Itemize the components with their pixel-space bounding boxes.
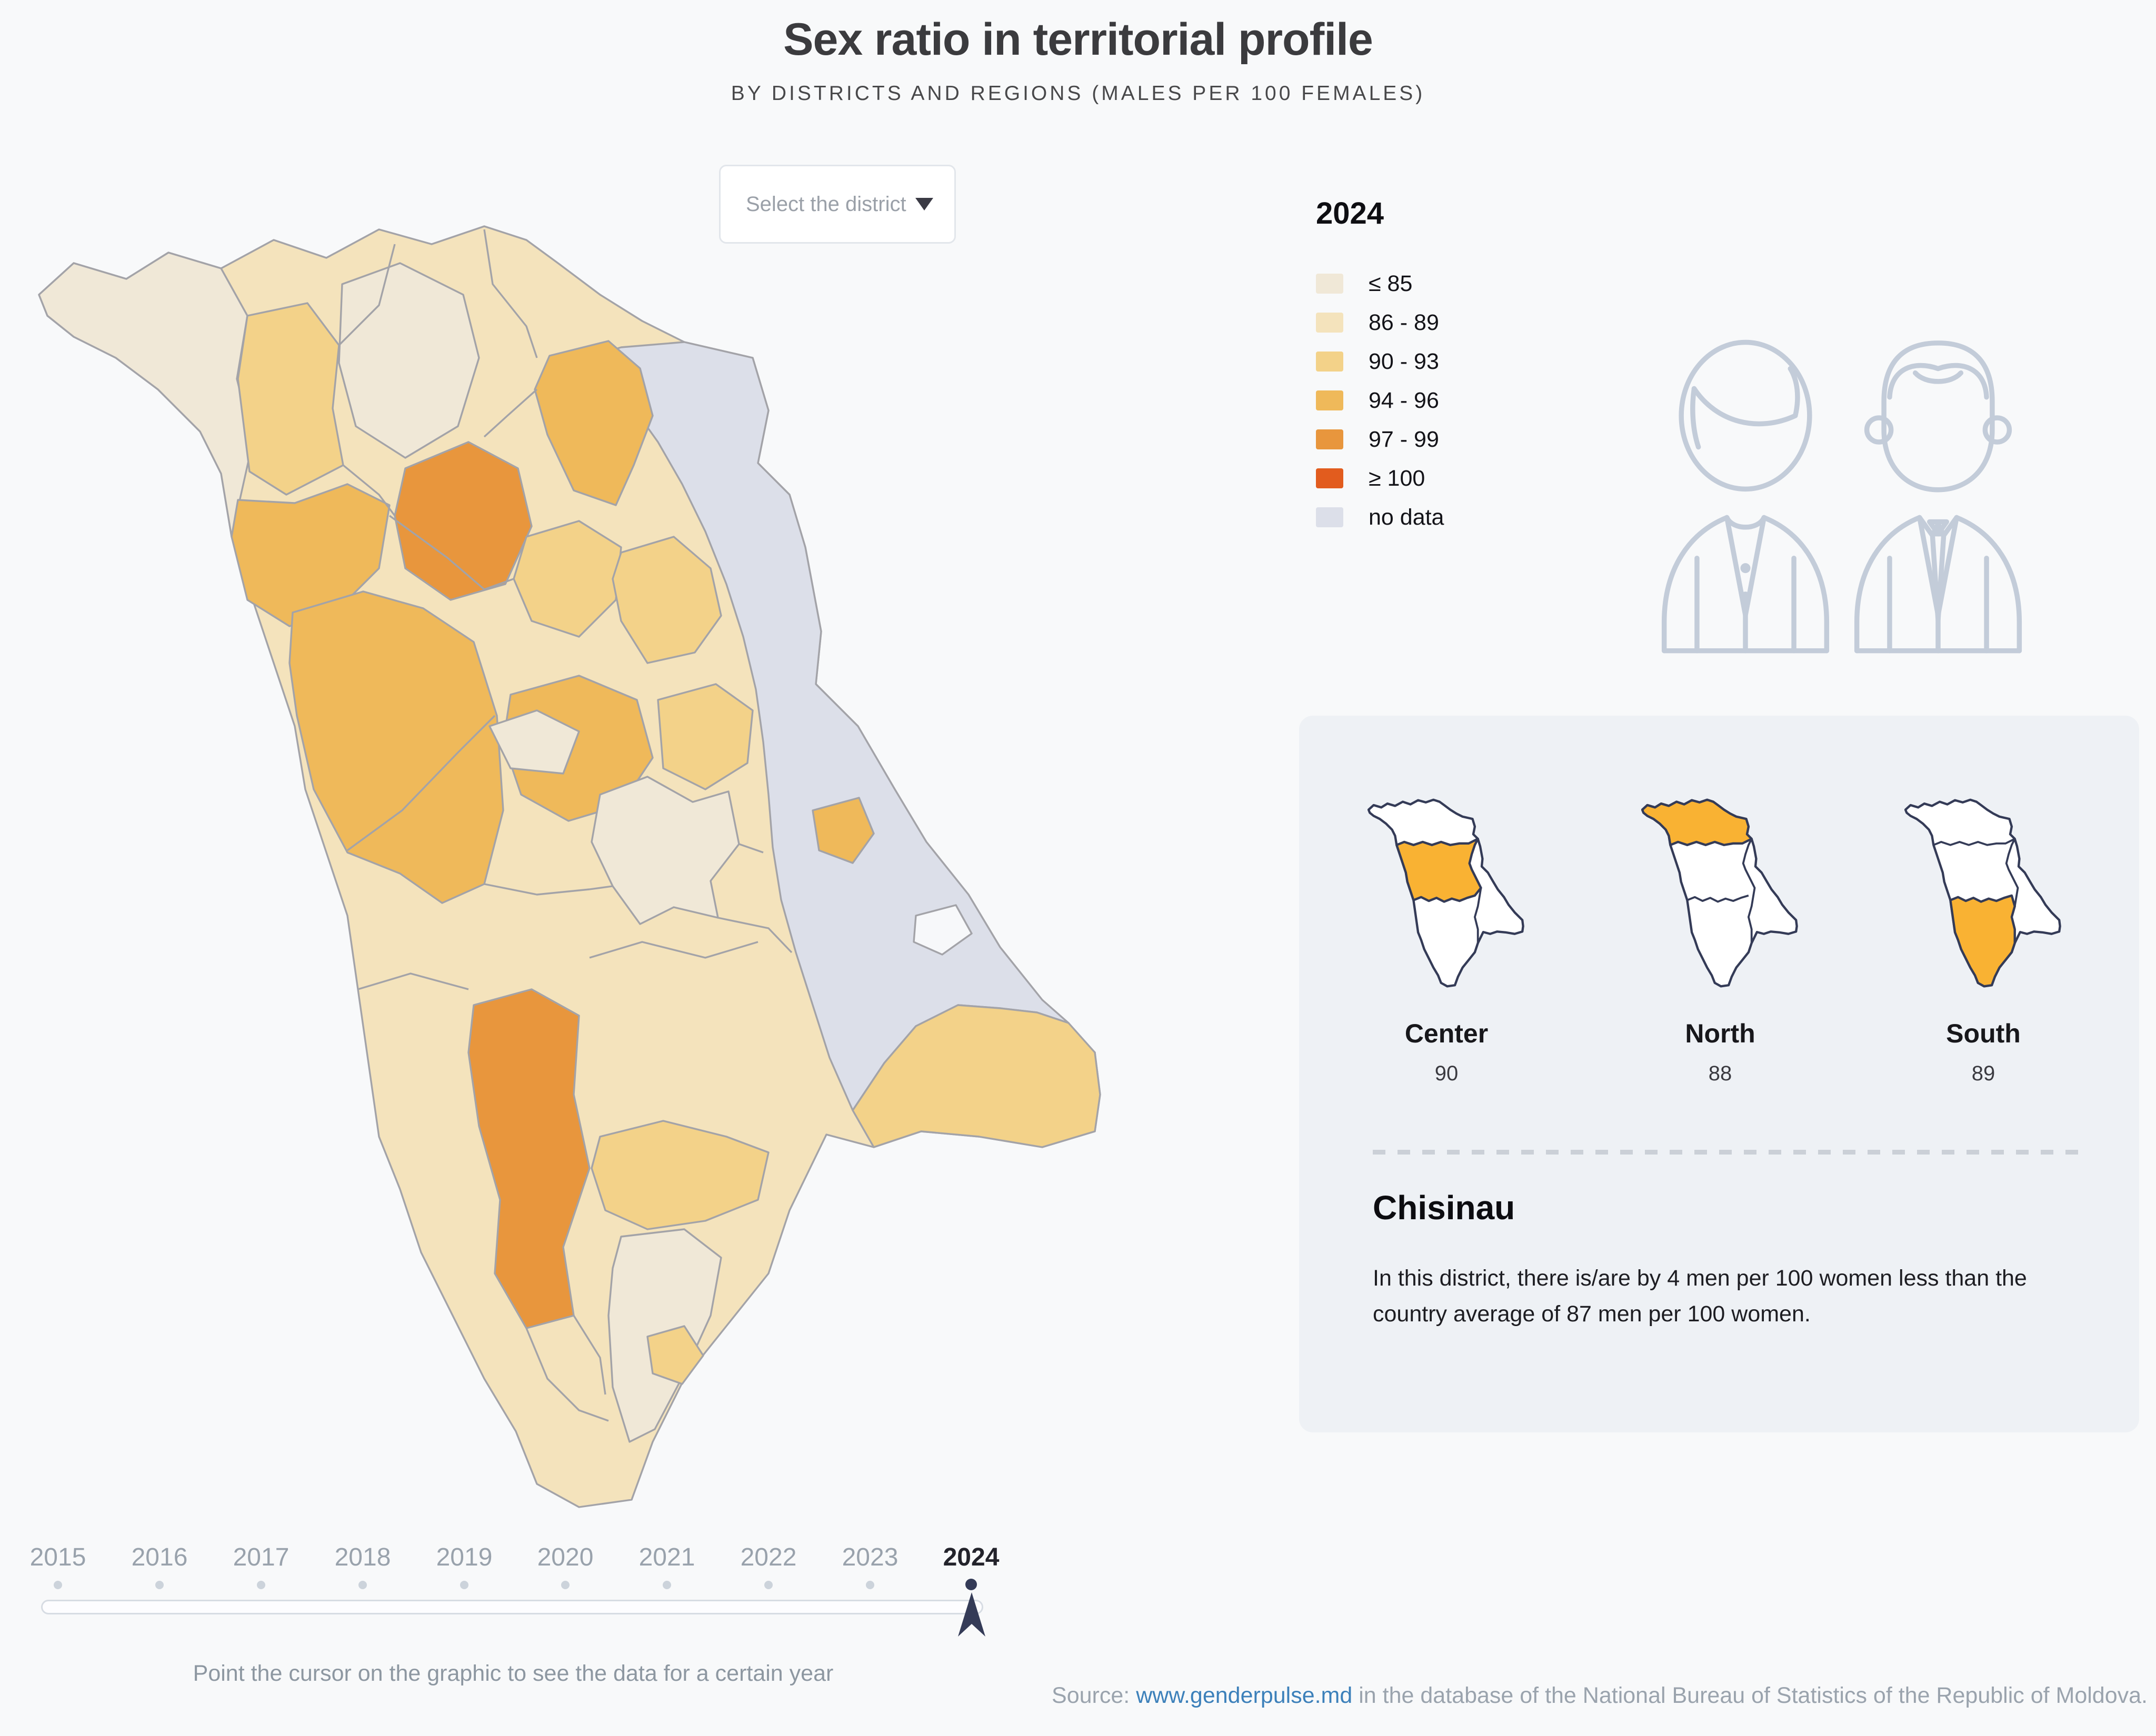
year-dot xyxy=(561,1581,570,1589)
legend-year: 2024 xyxy=(1316,196,1384,230)
year-dot xyxy=(54,1581,62,1589)
mini-map-center xyxy=(1367,787,1525,1002)
year-2022[interactable]: 2022 xyxy=(740,1543,797,1571)
timeline-hint: Point the cursor on the graphic to see t… xyxy=(193,1661,834,1686)
district-borders xyxy=(338,229,793,1422)
district-chisinau xyxy=(591,776,740,925)
legend-label: 97 - 99 xyxy=(1369,427,1439,452)
woman-icon xyxy=(1661,339,1830,654)
region-label-south: South xyxy=(1946,1019,2021,1048)
gender-icons xyxy=(1653,315,2031,662)
year-dot xyxy=(866,1581,874,1589)
mini-map-north xyxy=(1641,787,1799,1002)
legend-row: 94 - 96 xyxy=(1316,388,1444,413)
source-suffix: in the database of the National Bureau o… xyxy=(1352,1683,2148,1708)
source-prefix: Source: xyxy=(1052,1683,1136,1708)
legend-label: no data xyxy=(1369,505,1444,530)
district-center-97-99 xyxy=(394,441,533,601)
year-2024-selected[interactable]: 2024 xyxy=(943,1543,1000,1571)
region-panel: Center North South 90 88 89 Chisinau In … xyxy=(1299,716,2139,1432)
year-2021[interactable]: 2021 xyxy=(638,1543,695,1571)
mini-map-south xyxy=(1904,787,2062,1002)
year-dot xyxy=(764,1581,773,1589)
year-dot-selected xyxy=(965,1579,977,1590)
region-label-center: Center xyxy=(1404,1019,1489,1048)
page-title: Sex ratio in territorial profile xyxy=(783,14,1373,65)
region-label-north: North xyxy=(1685,1019,1755,1048)
region-value-north: 88 xyxy=(1708,1062,1732,1085)
timeline-cursor-icon[interactable] xyxy=(955,1590,988,1639)
district-drochia xyxy=(338,262,480,459)
legend-row: 86 - 89 xyxy=(1316,310,1444,335)
year-2019[interactable]: 2019 xyxy=(436,1543,493,1571)
year-dot xyxy=(460,1581,468,1589)
year-2017[interactable]: 2017 xyxy=(233,1543,290,1571)
map-districts[interactable] xyxy=(38,225,1101,1508)
year-dot xyxy=(155,1581,164,1589)
legend-row: ≥ 100 xyxy=(1316,466,1444,491)
year-2018[interactable]: 2018 xyxy=(334,1543,391,1571)
legend-swatch xyxy=(1316,274,1343,294)
year-2015[interactable]: 2015 xyxy=(29,1543,86,1571)
legend-label: ≥ 100 xyxy=(1369,466,1425,491)
year-2016[interactable]: 2016 xyxy=(131,1543,188,1571)
legend-swatch xyxy=(1316,352,1343,372)
selected-district-name: Chisinau xyxy=(1373,1189,1515,1227)
legend-row: no data xyxy=(1316,505,1444,530)
legend-row: ≤ 85 xyxy=(1316,271,1444,296)
legend-swatch xyxy=(1316,390,1343,410)
page-subtitle: BY DISTRICTS AND REGIONS (MALES PER 100 … xyxy=(731,82,1425,105)
caret-down-icon xyxy=(915,198,933,210)
legend-label: 86 - 89 xyxy=(1369,310,1439,335)
selected-district-description: In this district, there is/are by 4 men … xyxy=(1373,1266,2027,1327)
district-select[interactable]: Select the district xyxy=(719,165,956,244)
region-value-center: 90 xyxy=(1434,1062,1459,1085)
district-gagauzia xyxy=(591,1120,770,1230)
year-2023[interactable]: 2023 xyxy=(842,1543,899,1571)
legend-row: 97 - 99 xyxy=(1316,427,1444,452)
year-dot xyxy=(257,1581,265,1589)
district-nw-cream xyxy=(38,252,254,538)
legend-swatch xyxy=(1316,507,1343,527)
legend-swatch xyxy=(1316,313,1343,333)
moldova-choropleth-map[interactable] xyxy=(32,221,1105,1510)
legend-row: 90 - 93 xyxy=(1316,349,1444,374)
legend-swatch xyxy=(1316,429,1343,449)
region-value-south: 89 xyxy=(1971,1062,1995,1085)
enclave xyxy=(913,904,973,956)
dashed-divider xyxy=(1373,1150,2078,1155)
year-2020[interactable]: 2020 xyxy=(537,1543,594,1571)
orange-pocket xyxy=(812,797,875,864)
year-dot xyxy=(663,1581,671,1589)
source-link[interactable]: www.genderpulse.md xyxy=(1136,1683,1353,1708)
source-line: Source: www.genderpulse.md in the databa… xyxy=(1052,1683,2148,1709)
district-select-placeholder: Select the district xyxy=(746,192,906,216)
district-stefan-voda xyxy=(852,1004,1101,1148)
legend-label: ≤ 85 xyxy=(1369,271,1413,296)
legend: ≤ 85 86 - 89 90 - 93 94 - 96 97 - 99 ≥ 1… xyxy=(1316,271,1444,546)
timeline-track[interactable] xyxy=(41,1600,983,1614)
legend-label: 94 - 96 xyxy=(1369,388,1439,413)
legend-swatch xyxy=(1316,468,1343,488)
man-icon xyxy=(1854,340,2022,654)
year-dot xyxy=(358,1581,367,1589)
legend-label: 90 - 93 xyxy=(1369,349,1439,374)
